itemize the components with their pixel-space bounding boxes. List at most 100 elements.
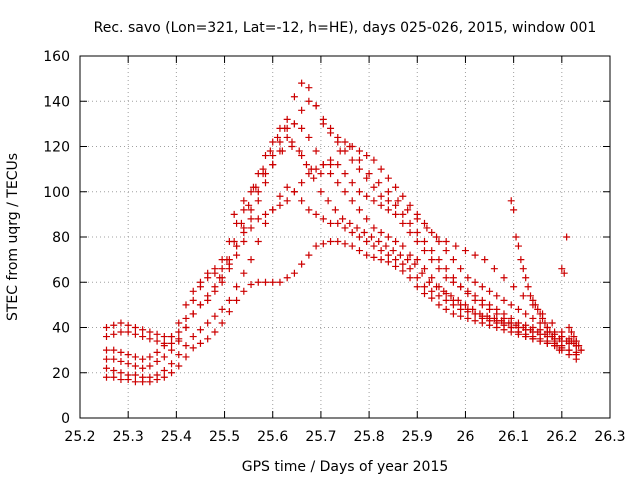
data-point: [428, 247, 436, 255]
data-point: [541, 319, 549, 327]
data-point: [240, 238, 248, 246]
data-point: [276, 201, 284, 209]
data-point: [365, 170, 373, 178]
data-point: [486, 301, 494, 309]
data-point: [189, 344, 197, 352]
data-point: [435, 301, 443, 309]
data-point: [319, 215, 327, 223]
data-point: [298, 197, 306, 205]
data-point: [377, 192, 385, 200]
data-point: [389, 247, 397, 255]
data-point: [421, 247, 428, 255]
data-point: [406, 265, 414, 273]
data-point: [392, 183, 400, 191]
data-point: [233, 251, 241, 259]
data-point: [305, 97, 313, 105]
data-point: [490, 265, 498, 273]
data-point: [399, 219, 407, 227]
data-point: [498, 317, 506, 325]
data-point: [370, 224, 378, 232]
data-point: [131, 324, 139, 331]
data-point: [110, 330, 118, 338]
data-point: [572, 351, 580, 359]
data-point: [103, 324, 110, 331]
x-tick-label: 25.4: [161, 429, 192, 445]
data-point: [527, 292, 534, 300]
data-point: [519, 265, 527, 273]
plot-frame: [79, 55, 611, 419]
data-point: [413, 256, 421, 264]
data-point: [204, 335, 212, 343]
x-tick-label: 26.3: [594, 429, 625, 445]
data-point: [449, 256, 457, 264]
data-point: [168, 360, 176, 368]
data-point: [341, 240, 349, 248]
data-point: [370, 156, 378, 164]
data-point: [189, 333, 197, 341]
data-point: [500, 296, 508, 304]
data-point: [435, 256, 443, 264]
data-point: [384, 258, 392, 266]
data-point: [435, 238, 443, 246]
data-point: [368, 233, 375, 241]
data-point: [254, 278, 262, 286]
data-point: [317, 188, 325, 196]
data-point: [254, 197, 262, 205]
data-point: [360, 228, 368, 236]
data-point: [302, 161, 310, 169]
data-point: [413, 283, 421, 291]
y-tick-label: 60: [52, 275, 70, 291]
data-point: [334, 219, 342, 227]
x-tick-label: 25.7: [305, 429, 336, 445]
data-point: [413, 228, 421, 236]
data-point: [189, 310, 197, 318]
data-point: [247, 215, 255, 223]
data-point: [131, 330, 139, 338]
data-point: [406, 201, 414, 209]
data-point: [139, 364, 147, 372]
data-point: [421, 290, 428, 298]
data-point: [442, 238, 450, 246]
data-point: [225, 296, 233, 304]
data-point: [527, 326, 534, 334]
data-point: [269, 161, 277, 169]
data-point: [189, 287, 197, 295]
y-tick-label: 140: [43, 94, 70, 110]
data-point: [442, 247, 450, 255]
data-point: [225, 265, 233, 273]
data-point: [307, 165, 315, 173]
data-point: [449, 310, 457, 318]
data-point: [551, 337, 559, 345]
data-point: [341, 188, 349, 196]
data-point: [428, 294, 436, 302]
data-point: [336, 147, 344, 155]
data-point: [124, 351, 132, 359]
data-point: [103, 346, 110, 354]
data-point: [334, 238, 342, 246]
data-point: [363, 215, 371, 223]
y-tick-labels: 0 20 40 60 80 100 120 140 160: [43, 49, 70, 427]
data-point: [512, 233, 520, 241]
data-point: [339, 215, 347, 223]
x-tick-labels: 25.2 25.3 25.4 25.5 25.6 25.7 25.8 25.9 26 26.1 26…: [64, 429, 625, 445]
data-point: [237, 219, 245, 227]
data-point: [124, 360, 132, 368]
data-point: [348, 228, 356, 236]
data-point: [481, 256, 489, 264]
data-point: [312, 242, 320, 250]
data-point: [117, 357, 125, 365]
data-point: [478, 296, 486, 304]
x-tick-label: 26.2: [546, 429, 577, 445]
data-point: [110, 321, 118, 329]
data-point: [290, 120, 298, 128]
data-point: [560, 269, 568, 277]
data-point: [507, 197, 515, 205]
y-tick-label: 120: [43, 140, 70, 156]
data-point: [160, 333, 168, 341]
data-point: [363, 192, 371, 200]
data-point: [110, 346, 118, 354]
data-point: [392, 201, 400, 209]
data-point: [428, 274, 436, 282]
data-point: [529, 314, 537, 322]
data-point: [406, 274, 414, 282]
